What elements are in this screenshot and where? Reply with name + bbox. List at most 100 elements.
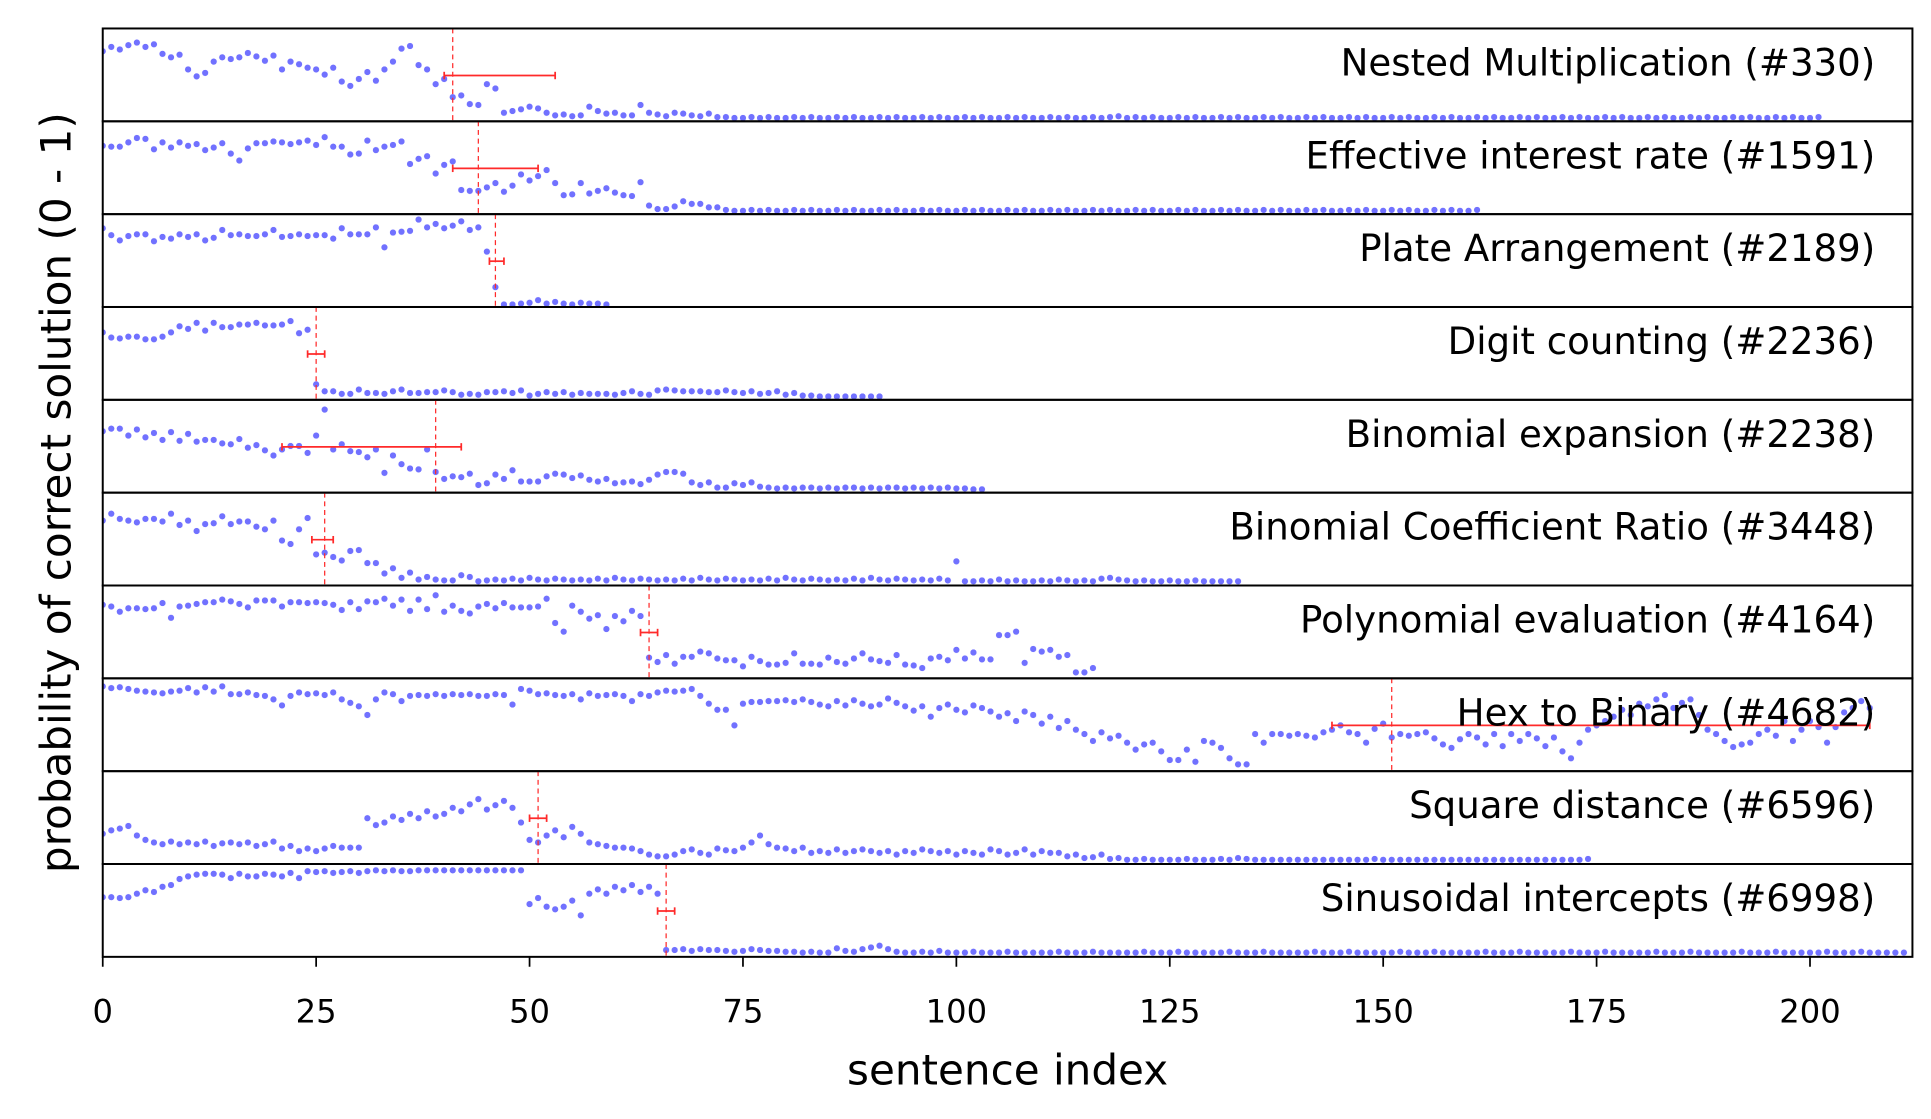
data-point (286, 869, 295, 877)
data-point (1635, 949, 1643, 957)
data-point (1584, 726, 1592, 734)
data-point (414, 814, 423, 822)
data-point (124, 685, 132, 693)
data-point (944, 207, 952, 215)
data-point (585, 103, 593, 111)
data-point (841, 849, 849, 857)
data-point (1422, 114, 1430, 122)
data-point (423, 65, 431, 74)
data-point (346, 150, 354, 159)
data-point (1405, 856, 1413, 864)
data-point (1328, 207, 1336, 215)
data-point (1191, 758, 1199, 766)
data-point (1703, 113, 1712, 121)
data-point (500, 866, 508, 874)
data-point (312, 65, 320, 74)
data-point (1388, 206, 1396, 214)
data-point (107, 43, 115, 51)
data-point (1319, 728, 1328, 736)
data-point (1106, 206, 1114, 214)
data-point (252, 691, 260, 699)
data-point (1191, 113, 1199, 121)
data-point (363, 137, 371, 145)
data-point (457, 807, 465, 815)
data-point (321, 71, 329, 79)
data-point (227, 440, 235, 448)
data-point (602, 390, 610, 398)
data-point (1029, 711, 1037, 719)
data-point (141, 43, 150, 51)
data-point (278, 138, 286, 146)
data-point (636, 612, 645, 620)
data-point (534, 296, 542, 304)
data-point (688, 653, 696, 661)
data-point (782, 207, 790, 215)
data-point (372, 598, 380, 606)
data-point (790, 649, 798, 657)
data-point (986, 114, 995, 122)
data-point (1183, 207, 1191, 215)
data-point (1524, 730, 1532, 738)
data-point (150, 145, 158, 153)
data-point (432, 866, 440, 874)
data-point (1055, 207, 1063, 215)
data-point (1772, 113, 1780, 121)
data-point (1311, 856, 1319, 864)
data-point (1814, 113, 1823, 121)
data-point (1439, 949, 1447, 957)
data-point (457, 866, 465, 874)
data-point (235, 840, 243, 848)
data-point (1285, 732, 1293, 740)
data-point (551, 905, 559, 913)
data-point (193, 72, 201, 80)
data-point (466, 866, 474, 874)
data-point (1362, 113, 1370, 121)
data-point (1763, 949, 1771, 957)
data-point (671, 851, 679, 859)
data-point (372, 146, 380, 154)
data-point (1541, 742, 1549, 750)
data-point (1464, 730, 1473, 738)
data-point (304, 599, 312, 607)
data-point (747, 945, 756, 953)
data-point (850, 113, 858, 121)
data-point (449, 157, 457, 166)
data-point (893, 948, 901, 956)
data-point (1763, 726, 1771, 734)
data-point (756, 207, 764, 215)
data-point (380, 818, 389, 827)
data-point (671, 687, 679, 696)
data-point (1311, 948, 1319, 956)
data-point (227, 55, 235, 63)
data-point (124, 893, 132, 901)
data-point (1234, 206, 1242, 214)
data-point (696, 648, 704, 656)
data-point (235, 53, 243, 61)
data-point (406, 227, 414, 235)
data-point (756, 576, 764, 585)
data-points (102, 682, 1874, 768)
data-point (201, 236, 209, 244)
data-point (893, 483, 901, 492)
data-point (474, 391, 482, 399)
data-point (363, 559, 371, 567)
data-point (1618, 706, 1626, 714)
data-point (372, 559, 380, 567)
data-point (1447, 744, 1456, 752)
data-point (141, 886, 150, 894)
data-point (227, 690, 235, 698)
data-point (1166, 949, 1174, 957)
data-point (1584, 855, 1592, 863)
data-point (1225, 114, 1234, 122)
data-point (1200, 856, 1208, 864)
data-point (875, 942, 884, 950)
data-point (867, 943, 875, 952)
data-point (1413, 949, 1421, 957)
data-point (1456, 856, 1464, 864)
data-point (252, 596, 260, 605)
data-point (423, 605, 431, 613)
data-point (705, 575, 713, 584)
data-point (910, 207, 918, 215)
data-point (1464, 207, 1473, 215)
panel: Hex to Binary (#4682) (101, 677, 1914, 773)
